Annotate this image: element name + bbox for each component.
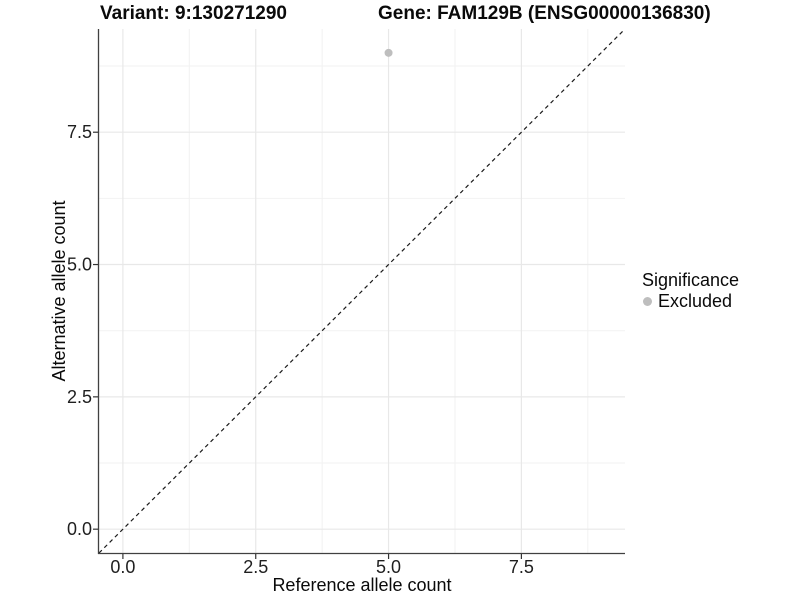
y-tick-label: 0.0	[67, 519, 92, 539]
x-tick-label: 2.5	[243, 557, 268, 577]
legend-entry-excluded: Excluded	[642, 291, 739, 311]
y-axis-title: Alternative allele count	[49, 200, 69, 382]
x-tick-label: 0.0	[110, 557, 135, 577]
x-tick-label: 7.5	[509, 557, 534, 577]
y-tick-label: 2.5	[67, 387, 92, 407]
plot-title-gene: Gene: FAM129B (ENSG00000136830)	[378, 3, 711, 24]
y-tick-label: 7.5	[67, 122, 92, 142]
identity-reference-line	[98, 28, 626, 554]
data-point	[384, 48, 393, 57]
x-tick-label: 5.0	[376, 557, 401, 577]
legend: Significance Excluded	[642, 269, 739, 311]
legend-entry-label: Excluded	[658, 291, 733, 311]
legend-point-icon	[643, 296, 652, 306]
legend-title: Significance	[642, 270, 740, 290]
plot-title-variant: Variant: 9:130271290	[100, 3, 287, 24]
y-tick-label: 5.0	[67, 255, 92, 275]
x-axis-title: Reference allele count	[272, 575, 452, 595]
